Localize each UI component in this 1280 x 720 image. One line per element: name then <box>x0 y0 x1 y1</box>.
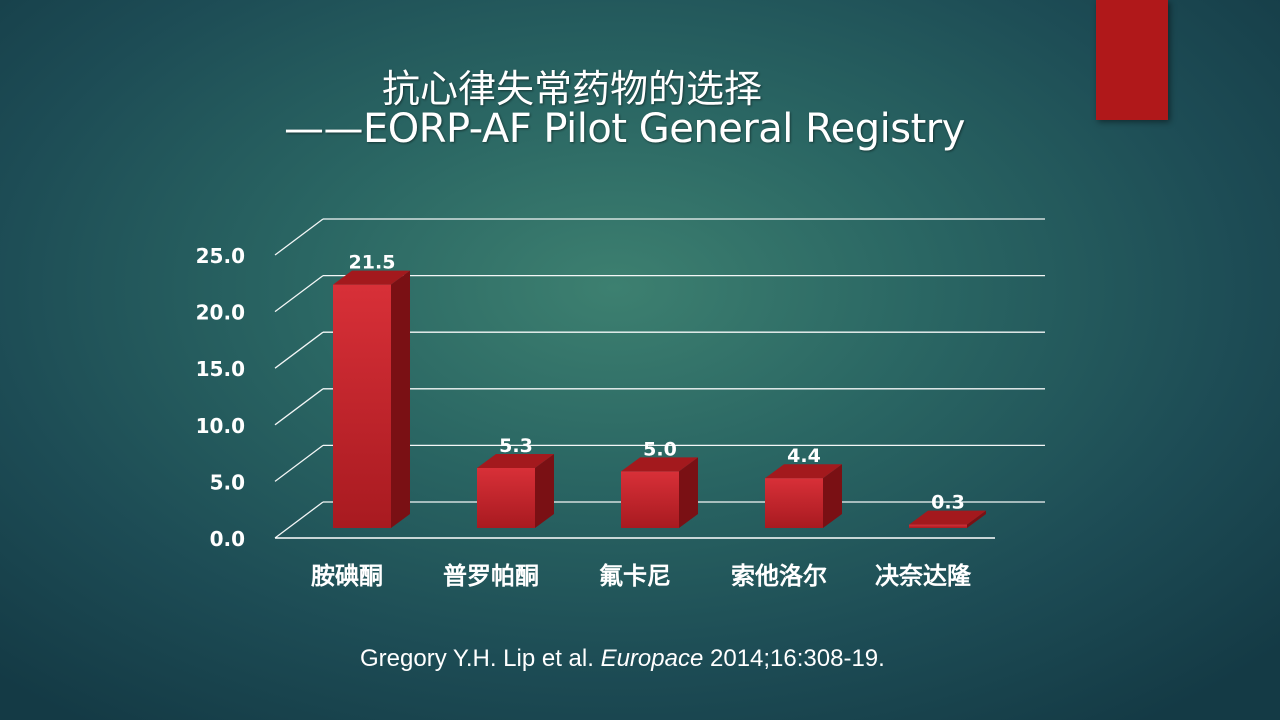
y-tick-label: 15.0 <box>196 357 245 381</box>
bar-top <box>765 464 842 479</box>
data-label: 4.4 <box>787 445 821 467</box>
gridline-side <box>274 388 324 426</box>
bar-top <box>621 457 698 472</box>
y-axis-ticks: 0.0 5.0 10.0 15.0 20.0 25.0 <box>196 244 245 551</box>
category-label: 普罗帕酮 <box>443 562 539 590</box>
citation: Gregory Y.H. Lip et al. Europace 2014;16… <box>360 645 885 673</box>
data-labels-layer: 21.5 5.3 5.0 4.4 0.3 <box>349 252 965 514</box>
slide-title-chinese: 抗心律失常药物的选择 <box>382 67 763 111</box>
category-label: 氟卡尼 <box>599 562 671 590</box>
gridline-side <box>274 501 324 539</box>
data-label: 0.3 <box>931 492 965 514</box>
bar <box>909 524 967 528</box>
data-label: 5.3 <box>499 435 533 457</box>
gridline-side <box>274 275 324 313</box>
gridline-side <box>274 218 324 256</box>
data-label: 21.5 <box>349 252 396 274</box>
data-label: 5.0 <box>643 438 677 460</box>
y-tick-label: 20.0 <box>196 301 245 325</box>
y-tick-label: 10.0 <box>196 414 245 438</box>
y-tick-label: 5.0 <box>210 470 245 494</box>
category-label: 索他洛尔 <box>731 562 827 590</box>
category-label: 胺碘酮 <box>311 562 383 590</box>
bar-top <box>477 454 554 469</box>
bar-side <box>535 454 554 528</box>
citation-journal: Europace <box>600 645 704 672</box>
grid-layer <box>274 218 1045 539</box>
category-label: 决奈达隆 <box>875 562 972 590</box>
y-tick-label: 0.0 <box>210 527 245 551</box>
bar <box>477 468 535 528</box>
gridline-side <box>274 444 324 482</box>
bar <box>621 471 679 528</box>
citation-authors: Gregory Y.H. Lip et al. <box>360 645 594 672</box>
accent-block <box>1096 0 1168 120</box>
bar-top <box>333 270 410 285</box>
bar-side <box>967 510 986 528</box>
bar-side <box>391 270 410 528</box>
gridline-side <box>274 331 324 369</box>
bar-side <box>823 464 842 528</box>
bar <box>765 478 823 528</box>
bar <box>333 284 391 528</box>
citation-details: 2014;16:308-19. <box>710 645 885 672</box>
bars-layer <box>333 270 986 528</box>
category-labels-layer: 胺碘酮 普罗帕酮 氟卡尼 索他洛尔 决奈达隆 <box>311 562 972 590</box>
y-tick-label: 25.0 <box>196 244 245 268</box>
slide-subtitle-registry: ——EORP-AF Pilot General Registry <box>284 106 965 152</box>
bar-side <box>679 457 698 528</box>
bar-top <box>909 510 986 525</box>
